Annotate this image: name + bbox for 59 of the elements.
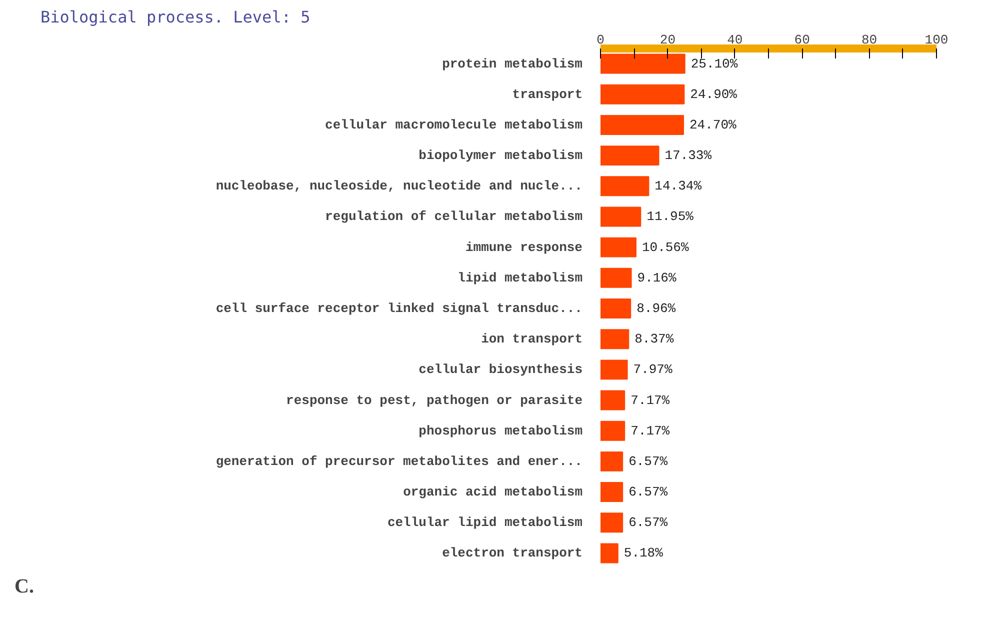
data-label: 11.95% <box>646 209 694 224</box>
y-tick-label: lipid metabolism <box>458 270 583 286</box>
y-tick-label: phosphorus metabolism <box>418 423 583 438</box>
y-tick-label: generation of precursor metabolites and ener... <box>216 454 583 469</box>
y-tick-label: biopolymer metabolism <box>418 148 583 164</box>
x-tick-label: 100 <box>924 32 948 48</box>
data-label: 5.18% <box>624 546 664 561</box>
y-tick-label: nucleobase, nucleoside, nucleotide and nucle... <box>216 178 583 194</box>
bar <box>600 268 632 288</box>
data-label: 6.57% <box>628 515 668 530</box>
y-tick-label: response to pest, pathogen or parasite <box>286 392 583 408</box>
y-tick-label: immune response <box>465 240 583 255</box>
x-tick-label: 80 <box>862 32 878 48</box>
y-tick-label: transport <box>512 86 583 102</box>
x-tick-label: 60 <box>794 32 810 48</box>
y-tick-label: ion transport <box>481 332 583 347</box>
bar <box>600 451 624 472</box>
y-tick-label: cellular lipid metabolism <box>387 515 583 530</box>
data-label: 8.37% <box>634 332 674 347</box>
data-label: 10.56% <box>642 240 689 255</box>
data-label: 24.90% <box>690 86 738 102</box>
bar <box>600 482 624 502</box>
x-tick-label: 20 <box>660 32 676 48</box>
data-label: 25.10% <box>690 56 738 72</box>
bar <box>600 237 636 258</box>
bar <box>600 360 628 380</box>
y-tick-label: cell surface receptor linked signal transduc... <box>216 301 583 316</box>
x-tick-label: 40 <box>727 32 743 48</box>
bar <box>600 512 624 533</box>
y-tick-label: organic acid metabolism <box>403 484 583 500</box>
y-tick-label: regulation of cellular metabolism <box>325 209 583 224</box>
bar <box>600 420 626 441</box>
data-label: 17.33% <box>664 148 712 164</box>
bar <box>600 146 660 166</box>
bar <box>600 54 686 74</box>
bar <box>600 176 650 196</box>
text: Biological process. Level: 5 <box>40 8 310 26</box>
data-label: 6.57% <box>628 454 668 469</box>
data-label: 7.97% <box>633 362 672 378</box>
bar <box>600 114 684 135</box>
bar <box>600 390 626 410</box>
y-tick-label: cellular macromolecule metabolism <box>325 117 583 132</box>
data-label: 24.70% <box>689 117 736 132</box>
data-label: 8.96% <box>636 301 676 316</box>
data-label: 7.17% <box>630 392 670 408</box>
y-tick-label: cellular biosynthesis <box>418 362 583 378</box>
data-label: 6.57% <box>628 484 668 500</box>
bar <box>600 206 642 227</box>
data-label: 7.17% <box>630 423 670 438</box>
data-label: 9.16% <box>637 270 676 286</box>
bar <box>600 329 630 350</box>
data-label: 14.34% <box>654 178 702 194</box>
y-tick-label: electron transport <box>442 546 583 561</box>
bar <box>600 84 685 104</box>
bar <box>600 298 632 318</box>
x-tick-label: 0 <box>596 32 604 48</box>
y-tick-label: protein metabolism <box>442 56 583 72</box>
text: C. <box>14 576 34 598</box>
bar <box>600 543 618 564</box>
